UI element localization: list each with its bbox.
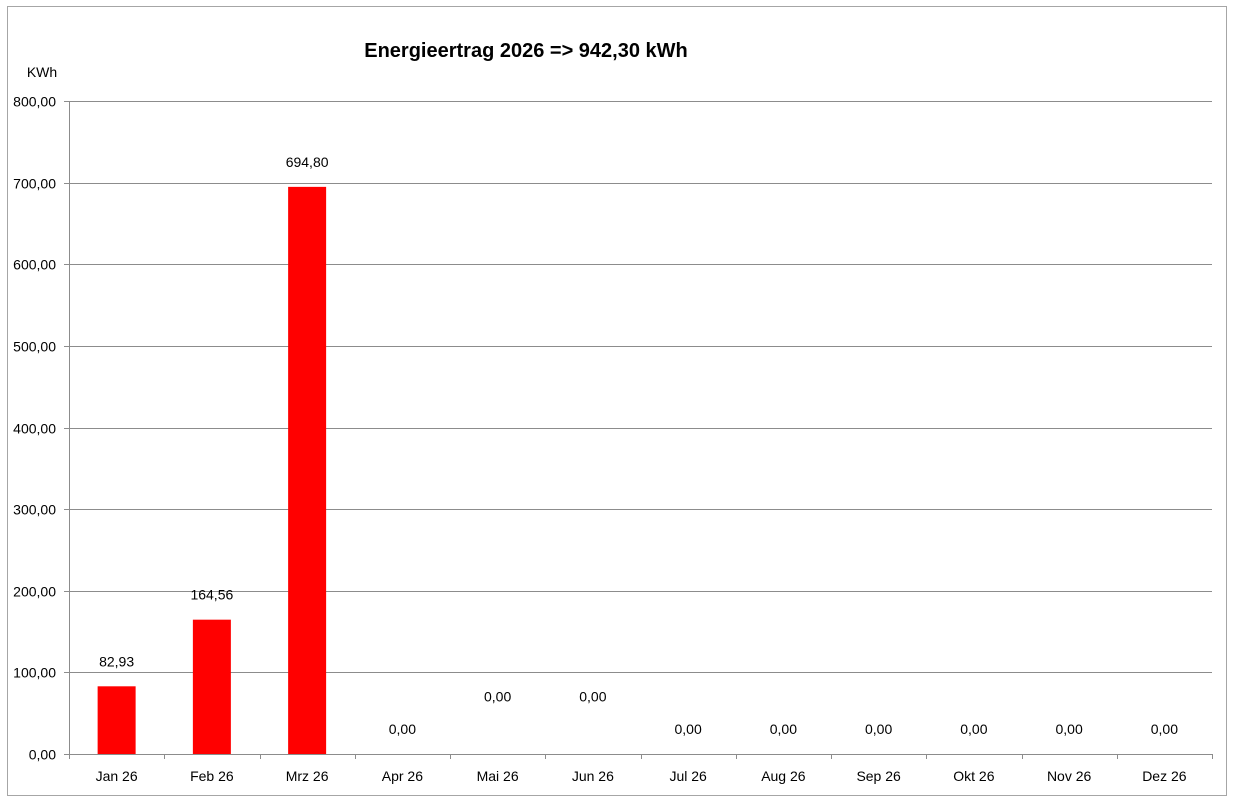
x-tick-label: Jun 26 bbox=[572, 768, 614, 784]
data-label: 0,00 bbox=[1151, 721, 1178, 737]
x-tick-label: Jan 26 bbox=[96, 768, 138, 784]
y-axis-unit-label: KWh bbox=[27, 64, 57, 80]
y-tick-label: 100,00 bbox=[13, 665, 56, 681]
data-label: 694,80 bbox=[286, 154, 329, 170]
x-tick-label: Mai 26 bbox=[477, 768, 519, 784]
data-labels: 82,93 164,56 694,80 0,00 0,00 0,00 0,00 0,00 0,0… bbox=[99, 154, 1178, 737]
x-tick-label: Dez 26 bbox=[1142, 768, 1187, 784]
data-label: 82,93 bbox=[99, 653, 134, 669]
x-tick-label: Mrz 26 bbox=[286, 768, 329, 784]
x-tick-label: Jul 26 bbox=[669, 768, 707, 784]
y-tick-label: 400,00 bbox=[13, 421, 56, 437]
y-tick-label: 600,00 bbox=[13, 257, 56, 273]
data-label: 0,00 bbox=[675, 721, 702, 737]
data-label: 0,00 bbox=[960, 721, 987, 737]
bars bbox=[97, 186, 327, 754]
axes: 0,00 100,00 200,00 300,00 400,00 500,00 600,00… bbox=[13, 94, 1213, 784]
chart-title: Energieertrag 2026 => 942,30 kWh bbox=[364, 40, 688, 62]
y-tick-label: 300,00 bbox=[13, 502, 56, 518]
bar bbox=[97, 686, 136, 754]
data-label: 0,00 bbox=[579, 688, 606, 704]
data-label: 0,00 bbox=[1056, 721, 1083, 737]
y-tick-label: 500,00 bbox=[13, 339, 56, 355]
x-tick-label: Feb 26 bbox=[190, 768, 234, 784]
data-label: 0,00 bbox=[865, 721, 892, 737]
data-label: 0,00 bbox=[389, 721, 416, 737]
data-label: 164,56 bbox=[190, 587, 233, 603]
x-tick-label: Sep 26 bbox=[856, 768, 901, 784]
x-tick-label: Okt 26 bbox=[953, 768, 994, 784]
y-tick-label: 700,00 bbox=[13, 176, 56, 192]
bar bbox=[192, 619, 231, 754]
y-tick-label: 0,00 bbox=[29, 747, 56, 763]
bar bbox=[288, 186, 327, 754]
y-tick-label: 800,00 bbox=[13, 94, 56, 110]
x-tick-label: Apr 26 bbox=[382, 768, 423, 784]
y-tick-label: 200,00 bbox=[13, 584, 56, 600]
gridlines bbox=[69, 101, 1212, 673]
data-label: 0,00 bbox=[770, 721, 797, 737]
data-label: 0,00 bbox=[484, 688, 511, 704]
x-tick-label: Nov 26 bbox=[1047, 768, 1092, 784]
x-tick-label: Aug 26 bbox=[761, 768, 806, 784]
